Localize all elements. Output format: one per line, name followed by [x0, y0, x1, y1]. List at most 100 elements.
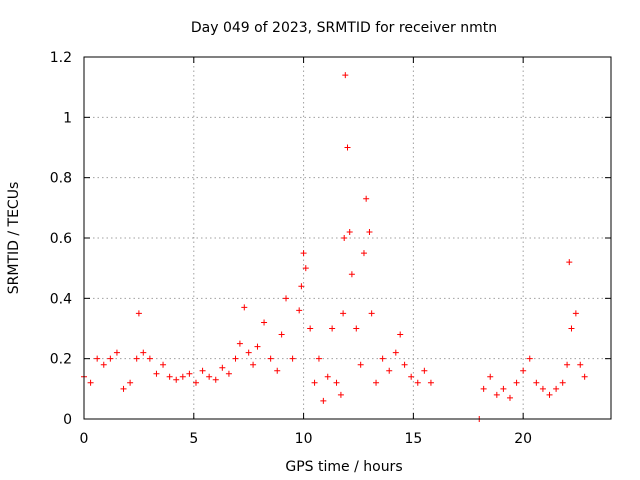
data-point: [506, 394, 513, 401]
data-point: [373, 379, 380, 386]
data-point: [100, 361, 107, 368]
data-point: [342, 72, 349, 79]
x-tick-label: 20: [514, 431, 532, 447]
data-point: [577, 361, 584, 368]
data-point: [401, 361, 408, 368]
data-point: [219, 364, 226, 371]
y-tick-label: 0.4: [50, 291, 72, 307]
data-point: [572, 310, 579, 317]
data-point: [236, 340, 243, 347]
data-point: [307, 325, 314, 332]
data-point: [363, 195, 370, 202]
data-point: [360, 250, 367, 257]
x-tick-label: 10: [295, 431, 313, 447]
data-point: [329, 325, 336, 332]
data-point: [254, 343, 261, 350]
data-point: [386, 367, 393, 374]
data-point: [274, 367, 281, 374]
data-point: [513, 379, 520, 386]
data-point: [241, 304, 248, 311]
data-point: [414, 379, 421, 386]
data-point: [526, 355, 533, 362]
data-point: [140, 349, 147, 356]
data-point: [94, 355, 101, 362]
data-point: [107, 355, 114, 362]
data-point: [278, 331, 285, 338]
y-tick-label: 0.8: [50, 171, 72, 187]
data-point: [179, 373, 186, 380]
data-point: [324, 373, 331, 380]
data-point: [539, 385, 546, 392]
data-point: [357, 361, 364, 368]
data-point: [366, 228, 373, 235]
data-point: [368, 310, 375, 317]
data-point: [283, 295, 290, 302]
data-point: [480, 385, 487, 392]
data-point: [261, 319, 268, 326]
data-point: [206, 373, 213, 380]
data-point: [135, 310, 142, 317]
plot-frame: [83, 56, 612, 420]
data-point: [186, 370, 193, 377]
data-point: [340, 310, 347, 317]
data-point: [559, 379, 566, 386]
data-point: [553, 385, 560, 392]
data-point: [427, 379, 434, 386]
x-tick-label: 15: [404, 431, 422, 447]
x-axis-label: GPS time / hours: [285, 459, 402, 475]
data-point: [120, 385, 127, 392]
data-point: [302, 265, 309, 272]
x-tick-label: 5: [189, 431, 198, 447]
data-point: [337, 391, 344, 398]
data-points: [81, 72, 588, 422]
data-point: [311, 379, 318, 386]
chart-title: Day 049 of 2023, SRMTID for receiver nmt…: [191, 20, 497, 36]
data-point: [353, 325, 360, 332]
data-point: [127, 379, 134, 386]
y-tick-label: 1: [63, 110, 72, 126]
data-point: [348, 271, 355, 278]
data-point: [160, 361, 167, 368]
data-point: [520, 367, 527, 374]
data-point: [173, 376, 180, 383]
data-point: [341, 235, 348, 241]
data-point: [392, 349, 399, 356]
y-tick-label: 0: [63, 412, 72, 428]
data-point: [333, 379, 340, 386]
y-tick-label: 0.2: [50, 352, 72, 368]
data-point: [421, 367, 428, 374]
data-point: [267, 355, 274, 362]
data-point: [298, 283, 305, 290]
data-point: [344, 144, 351, 151]
y-axis-label: SRMTID / TECUs: [6, 182, 22, 295]
data-point: [296, 307, 303, 314]
data-point: [568, 325, 575, 332]
data-point: [225, 370, 232, 377]
data-point: [564, 361, 571, 368]
data-point: [546, 391, 553, 398]
grid-lines: [84, 57, 611, 419]
y-tick-label: 1.2: [50, 50, 72, 66]
data-point: [500, 385, 507, 392]
data-point: [566, 259, 573, 266]
y-tick-labels: 0 0.2 0.4 0.6 0.8 1 1.2: [50, 50, 72, 428]
data-point: [346, 228, 353, 235]
data-point: [533, 379, 540, 386]
data-point: [199, 367, 206, 374]
data-point: [408, 373, 415, 380]
data-point: [192, 379, 199, 386]
data-point: [487, 373, 494, 380]
data-point: [232, 355, 239, 362]
data-point: [245, 349, 252, 356]
x-tick-labels: 0 5 10 15 20: [80, 431, 533, 447]
data-point: [320, 397, 327, 404]
y-tick-label: 0.6: [50, 231, 72, 247]
data-point: [250, 361, 257, 368]
data-point: [113, 349, 120, 356]
data-point: [87, 379, 94, 386]
data-point: [300, 250, 307, 257]
data-point: [581, 373, 588, 380]
data-point: [146, 355, 153, 362]
data-point: [379, 355, 386, 362]
